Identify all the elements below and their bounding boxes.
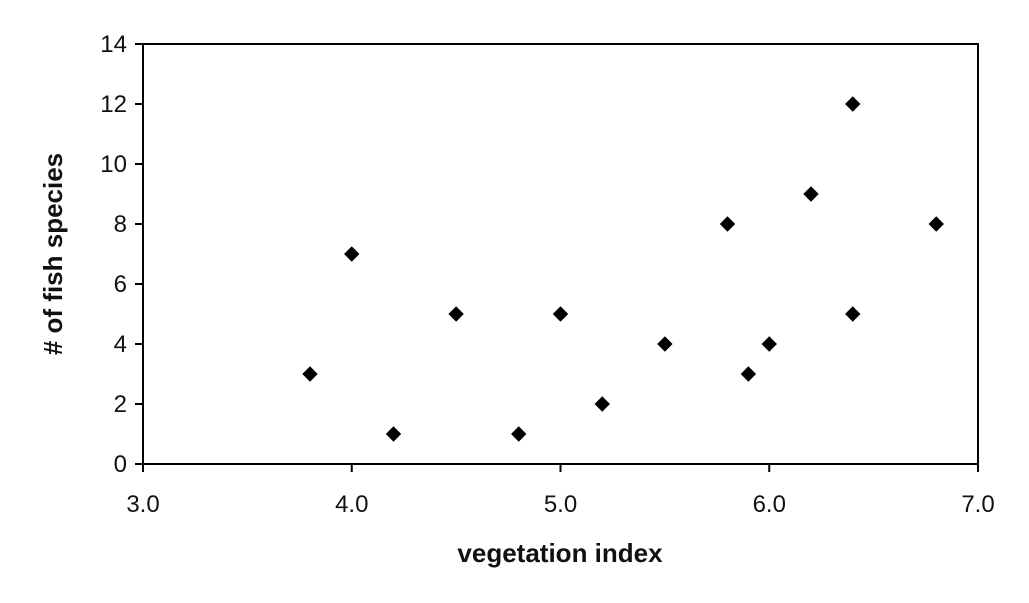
data-point bbox=[803, 186, 819, 202]
y-axis-ticks: 0 2 4 6 8 10 12 14 bbox=[100, 31, 143, 478]
data-point bbox=[845, 96, 861, 112]
data-point bbox=[552, 306, 569, 322]
data-point bbox=[385, 426, 402, 442]
data-point bbox=[594, 396, 610, 412]
y-tick-label: 14 bbox=[100, 31, 127, 58]
data-point bbox=[344, 246, 360, 262]
data-point bbox=[302, 366, 318, 382]
x-tick-label: 5.0 bbox=[544, 491, 577, 518]
x-axis-title: vegetation index bbox=[457, 538, 663, 568]
y-tick-label: 2 bbox=[114, 391, 127, 418]
y-tick-label: 0 bbox=[114, 451, 127, 478]
y-tick-label: 4 bbox=[114, 331, 127, 358]
y-tick-label: 8 bbox=[114, 211, 127, 238]
data-point bbox=[448, 306, 464, 322]
data-point bbox=[740, 366, 757, 382]
data-point bbox=[928, 216, 944, 232]
data-point bbox=[719, 216, 736, 232]
y-axis-title: # of fish species bbox=[38, 153, 68, 355]
x-tick-label: 7.0 bbox=[961, 491, 994, 518]
y-tick-label: 10 bbox=[100, 151, 127, 178]
y-tick-label: 12 bbox=[100, 91, 127, 118]
data-point bbox=[845, 306, 861, 322]
data-point bbox=[657, 336, 673, 352]
x-tick-label: 6.0 bbox=[753, 491, 786, 518]
plot-area bbox=[142, 43, 979, 465]
x-axis-ticks: 3.0 4.0 5.0 6.0 7.0 bbox=[126, 464, 995, 518]
x-tick-label: 4.0 bbox=[335, 491, 368, 518]
data-point bbox=[511, 426, 527, 442]
data-point bbox=[761, 336, 777, 352]
x-tick-label: 3.0 bbox=[126, 491, 159, 518]
y-tick-label: 6 bbox=[114, 271, 127, 298]
data-points bbox=[302, 96, 944, 442]
